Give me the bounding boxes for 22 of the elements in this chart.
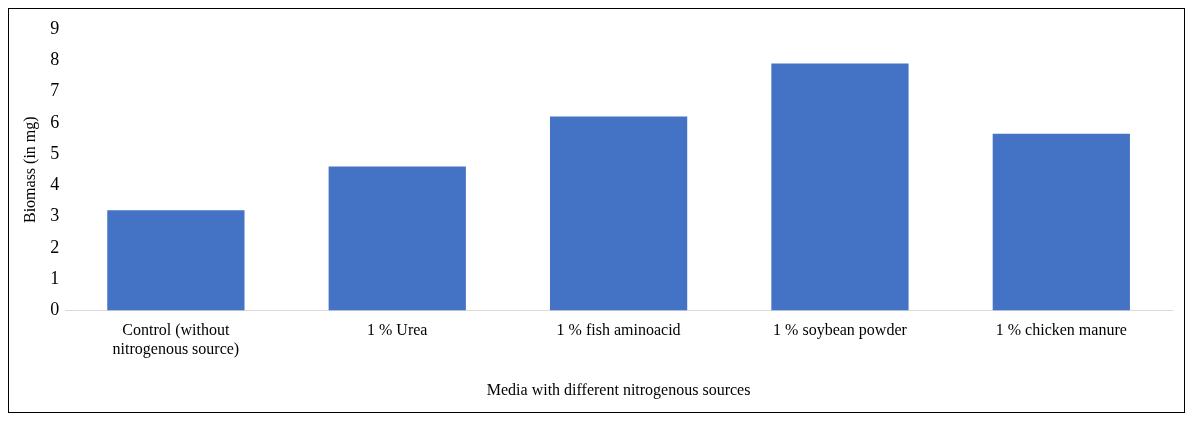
x-tick-label: Control (without nitrogenous source) (112, 321, 240, 359)
y-tick-label: 7 (50, 80, 60, 101)
y-tick-label: 8 (50, 49, 60, 69)
x-tick-label: 1 % chicken manure (995, 321, 1127, 339)
x-tick-label: 1 % soybean powder (773, 321, 908, 340)
y-axis-title: Biomass (in mg) (20, 116, 39, 224)
x-tick-label: 1 % Urea (367, 321, 428, 339)
y-tick-label: 3 (50, 205, 60, 226)
y-tick-label: 9 (50, 17, 60, 38)
bar (328, 166, 466, 311)
bar (771, 63, 909, 311)
x-axis-title: Media with different nitrogenous sources (486, 380, 751, 399)
y-tick-label: 4 (50, 174, 60, 195)
y-tick-label: 6 (50, 111, 60, 132)
x-tick-label: 1 % fish aminoacid (556, 321, 681, 339)
bar (107, 210, 245, 311)
y-tick-label: 1 (50, 267, 60, 288)
bar (992, 133, 1130, 311)
bar (549, 116, 688, 311)
y-tick-label: 5 (50, 142, 60, 163)
y-tick-label: 0 (50, 299, 60, 320)
y-tick-label: 2 (50, 236, 60, 257)
